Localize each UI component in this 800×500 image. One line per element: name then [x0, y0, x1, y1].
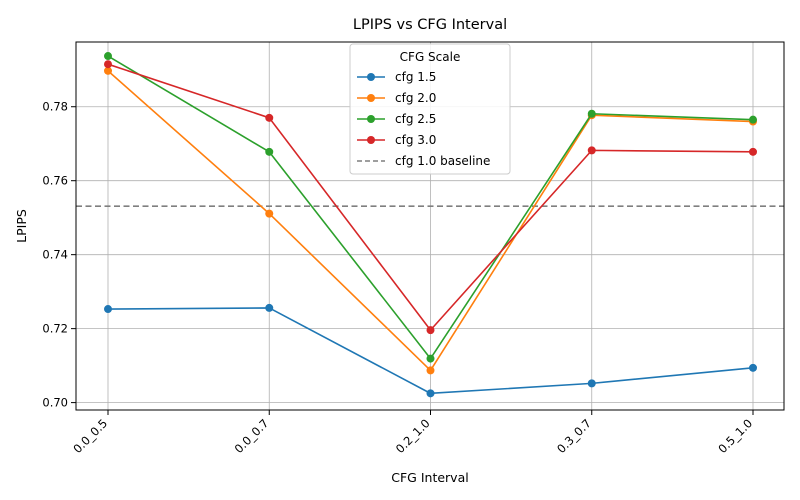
y-tick-label: 0.72 [42, 322, 68, 336]
x-axis-title: CFG Interval [391, 470, 468, 485]
data-point [587, 379, 596, 388]
chart-title: LPIPS vs CFG Interval [353, 17, 507, 33]
y-tick-label: 0.76 [42, 174, 68, 188]
data-point [265, 209, 274, 218]
legend-entry: cfg 3.0 [357, 133, 436, 147]
series-layer [104, 52, 757, 398]
legend-box [349, 43, 511, 175]
legend-label: cfg 2.0 [395, 91, 436, 105]
data-point [426, 326, 435, 335]
legend-entry: cfg 1.5 [357, 70, 436, 84]
legend-entry: cfg 2.0 [357, 91, 436, 105]
legend-title: CFG Scale [400, 50, 461, 64]
data-point [265, 303, 274, 312]
legend-swatch-marker [367, 115, 375, 123]
legend-label: cfg 1.5 [395, 70, 436, 84]
data-point [265, 147, 274, 156]
data-point [749, 115, 757, 124]
y-tick-label: 0.78 [42, 100, 68, 114]
data-point [104, 60, 112, 69]
data-point [426, 354, 435, 363]
y-tick-label: 0.74 [42, 248, 68, 262]
data-point [104, 52, 112, 61]
data-point [587, 146, 596, 155]
legend-swatch-marker [367, 94, 375, 102]
legend-label: cfg 3.0 [395, 133, 436, 147]
legend-entry: cfg 2.5 [357, 112, 436, 126]
y-axis-title: LPIPS [14, 209, 29, 243]
y-axis-ticks: 0.70 0.72 0.74 0.76 0.78 [42, 100, 76, 410]
legend-entries: cfg 1.5 cfg 2.0 cfg 2.5 cfg 3.0 cfg 1.0 base… [357, 70, 490, 168]
data-point [104, 305, 112, 314]
series-cfg-3-0 [104, 60, 757, 335]
legend-swatch-marker [367, 136, 375, 144]
legend-swatch-marker [367, 73, 375, 81]
y-tick-label: 0.70 [42, 396, 68, 410]
legend-entry: cfg 1.0 baseline [357, 154, 490, 168]
data-point [749, 147, 757, 156]
data-point [749, 363, 757, 372]
data-point [104, 66, 112, 75]
series-cfg-1-5 [104, 303, 757, 398]
data-point [265, 113, 274, 122]
data-point [426, 389, 435, 398]
legend-label: cfg 1.0 baseline [395, 154, 490, 168]
data-point [587, 109, 596, 118]
legend-label: cfg 2.5 [395, 112, 436, 126]
data-point [426, 366, 435, 375]
series-cfg-2-5 [104, 52, 757, 363]
